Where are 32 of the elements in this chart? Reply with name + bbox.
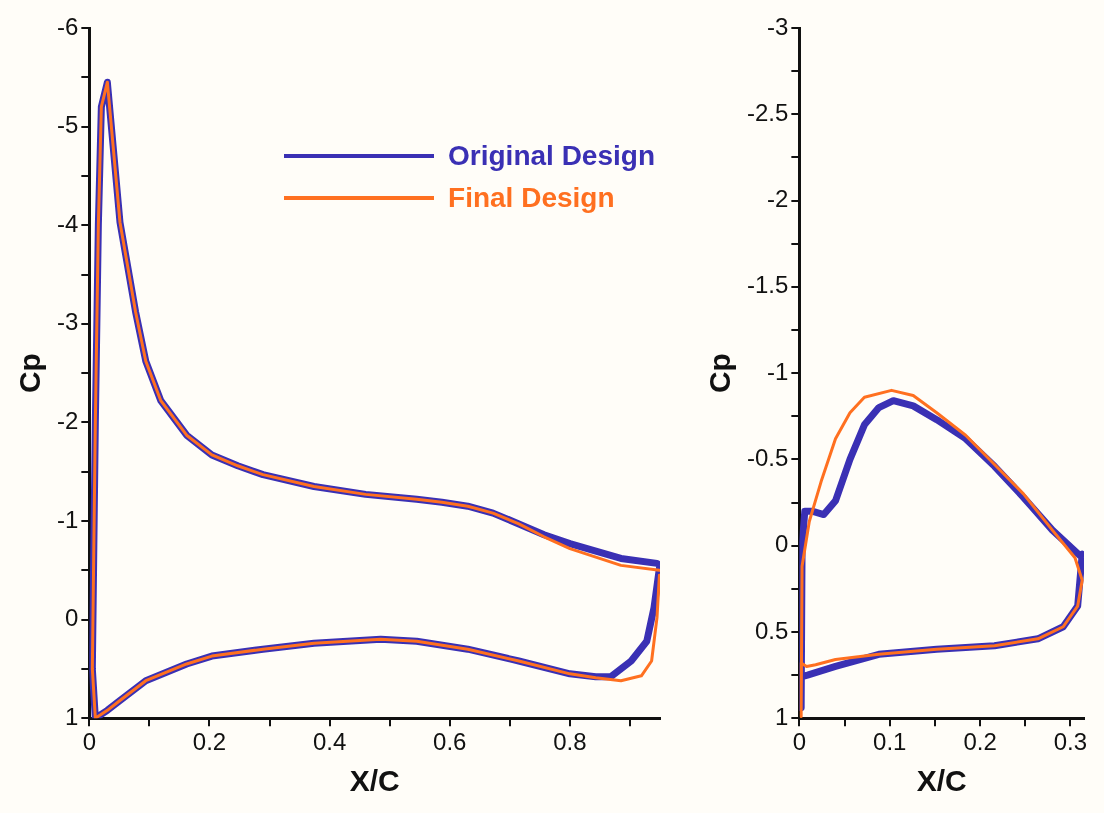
text: Original Design — [448, 140, 655, 172]
y-axis-title: Cp — [13, 353, 47, 394]
y-tick-label: -2.5 — [747, 98, 789, 126]
x-tick-label: 0.2 — [192, 728, 227, 756]
x-tick-label: 0.1 — [873, 728, 907, 756]
y-tick-label: -1 — [767, 357, 789, 385]
y-tick-label: -3 — [767, 12, 789, 40]
x-tick-label: 0 — [792, 728, 807, 756]
y-tick-label: 0 — [775, 530, 789, 558]
y-tick-label: -6 — [57, 12, 79, 40]
y-axis-title: Cp — [703, 353, 737, 394]
y-tick-label: 0.5 — [754, 616, 789, 644]
y-tick-label: -1 — [57, 505, 79, 533]
x-tick-label: 0.8 — [553, 728, 587, 756]
x-axis-title: X/C — [916, 764, 967, 798]
y-tick-label: -1.5 — [747, 271, 789, 299]
y-tick-label: -2 — [767, 185, 789, 213]
y-tick-label: -0.5 — [747, 444, 789, 471]
y-tick-label: 0 — [64, 604, 79, 632]
y-tick-label: -4 — [57, 209, 79, 237]
x-tick-label: 0.2 — [963, 728, 997, 756]
y-tick-label: -5 — [57, 111, 79, 139]
x-tick-label: 0 — [82, 728, 97, 756]
x-tick-label: 0.4 — [312, 728, 347, 756]
text: Final Design — [448, 182, 615, 214]
y-tick-label: -2 — [57, 407, 79, 435]
x-tick-label: 0.3 — [1053, 728, 1088, 756]
x-axis-title: X/C — [349, 764, 400, 798]
y-tick-label: 1 — [775, 702, 789, 730]
y-tick-label: -3 — [57, 308, 79, 336]
y-tick-label: 1 — [64, 702, 79, 730]
x-tick-label: 0.6 — [433, 728, 467, 756]
